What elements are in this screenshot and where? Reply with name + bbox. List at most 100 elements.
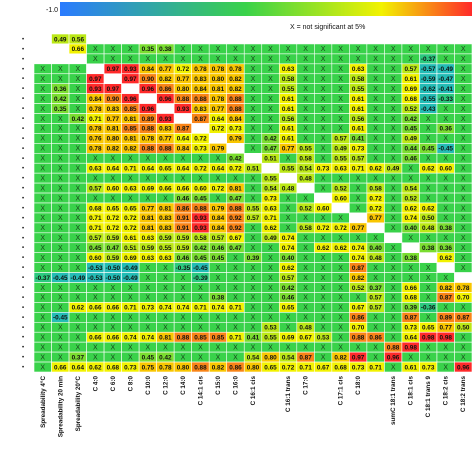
not-significant-mark: X (268, 315, 273, 322)
cell-value-label: 0.63 (282, 66, 295, 73)
cell-value-label: 0.85 (124, 106, 137, 113)
cell-value-label: 0.42 (264, 136, 277, 143)
heatmap-cell (208, 133, 228, 144)
not-significant-mark: X (75, 295, 80, 302)
not-significant-mark: X (303, 275, 308, 282)
not-significant-mark: X (268, 66, 273, 73)
not-significant-mark: X (303, 305, 308, 312)
cell-value-label: 0.64 (212, 116, 225, 123)
cell-value-label: 0.47 (107, 245, 120, 252)
not-significant-mark: X (40, 86, 45, 93)
cell-value-label: 0.83 (107, 106, 120, 113)
cell-value-label: 0.86 (177, 205, 190, 212)
not-significant-mark: X (321, 66, 326, 73)
not-significant-mark: X (75, 185, 80, 192)
not-significant-mark: X (443, 56, 448, 63)
cell-value-label: 0.83 (159, 126, 172, 133)
cell-value-label: 0.49 (387, 166, 400, 173)
not-significant-mark: X (338, 305, 343, 312)
row-tick-label: • (22, 355, 24, 361)
not-significant-mark: X (75, 225, 80, 232)
not-significant-mark: X (338, 66, 343, 73)
not-significant-mark: X (58, 305, 63, 312)
not-significant-mark: X (321, 156, 326, 163)
not-significant-mark: X (268, 76, 273, 83)
not-significant-mark: X (251, 116, 256, 123)
not-significant-mark: X (40, 136, 45, 143)
row-tick-label: • (22, 166, 24, 172)
cell-value-label: 0.47 (264, 146, 277, 153)
not-significant-mark: X (461, 96, 466, 103)
not-significant-mark: X (198, 295, 203, 302)
not-significant-mark: X (321, 275, 326, 282)
not-significant-mark: X (251, 245, 256, 252)
cell-value-label: 0.73 (124, 364, 137, 371)
cell-value-label: 0.74 (142, 335, 155, 342)
cell-value-label: 0.67 (299, 335, 312, 342)
not-significant-mark: X (461, 136, 466, 143)
not-significant-mark: X (461, 344, 466, 351)
not-significant-mark: X (321, 56, 326, 63)
cell-value-label: 0.54 (404, 185, 417, 192)
column-label: C 18:1 cis (408, 376, 415, 406)
not-significant-mark: X (58, 156, 63, 163)
cell-value-label: 0.77 (352, 225, 365, 232)
cell-value-label: -0.37 (421, 56, 436, 63)
not-significant-mark: X (216, 315, 221, 322)
not-significant-mark: X (408, 175, 413, 182)
row-tick-label: • (22, 256, 24, 262)
cell-value-label: -0.43 (421, 106, 436, 113)
not-significant-mark: X (391, 175, 396, 182)
cell-value-label: 0.51 (124, 245, 137, 252)
not-significant-mark: X (40, 265, 45, 272)
cell-value-label: 0.45 (212, 255, 225, 262)
heatmap-cell (138, 93, 157, 104)
cell-value-label: 0.64 (142, 166, 155, 173)
cell-value-label: 0.59 (177, 235, 190, 242)
cell-value-label: 0.56 (282, 116, 295, 123)
cell-value-label: 0.93 (89, 86, 102, 93)
cell-value-label: 0.96 (142, 106, 155, 113)
cell-value-label: 0.55 (264, 335, 277, 342)
cell-value-label: 0.71 (229, 335, 242, 342)
not-significant-mark: X (251, 96, 256, 103)
not-significant-mark: X (426, 126, 431, 133)
not-significant-mark: X (426, 315, 431, 322)
not-significant-mark: X (268, 295, 273, 302)
column-label: C 15:0 (215, 376, 222, 395)
cell-value-label: 0.82 (159, 76, 172, 83)
heatmap-cell (331, 202, 350, 214)
cell-value-label: 0.86 (159, 86, 172, 93)
cell-value-label: 0.83 (159, 225, 172, 232)
not-significant-mark: X (338, 46, 343, 53)
column-label: C 16:0 (232, 376, 239, 395)
not-significant-mark: X (443, 354, 448, 361)
not-significant-mark: X (321, 344, 326, 351)
cell-value-label: 0.87 (177, 126, 190, 133)
not-significant-mark: X (338, 285, 343, 292)
cell-value-label: 0.87 (299, 354, 312, 361)
not-significant-mark: X (286, 56, 291, 63)
not-significant-mark: X (268, 265, 273, 272)
cell-value-label: 0.74 (404, 215, 417, 222)
cell-value-label: 0.61 (282, 96, 295, 103)
not-significant-mark: X (93, 354, 98, 361)
not-significant-mark: X (338, 335, 343, 342)
row-tick-label: • (22, 216, 24, 222)
not-significant-mark: X (426, 285, 431, 292)
not-significant-mark: X (146, 275, 151, 282)
not-significant-mark: X (356, 175, 361, 182)
not-significant-mark: X (93, 344, 98, 351)
cell-value-label: 0.61 (282, 106, 295, 113)
not-significant-mark: X (233, 255, 238, 262)
not-significant-mark: X (391, 325, 396, 332)
heatmap-cell (156, 103, 175, 114)
column-label: C 14:0 (180, 376, 187, 395)
row-tick-label: • (22, 37, 24, 43)
cell-value-label: 0.37 (369, 285, 382, 292)
cell-value-label: 0.72 (177, 66, 190, 73)
heatmap-cell (261, 162, 280, 174)
not-significant-mark: X (321, 146, 326, 153)
cell-value-label: 0.63 (264, 205, 277, 212)
not-significant-mark: X (373, 106, 378, 113)
